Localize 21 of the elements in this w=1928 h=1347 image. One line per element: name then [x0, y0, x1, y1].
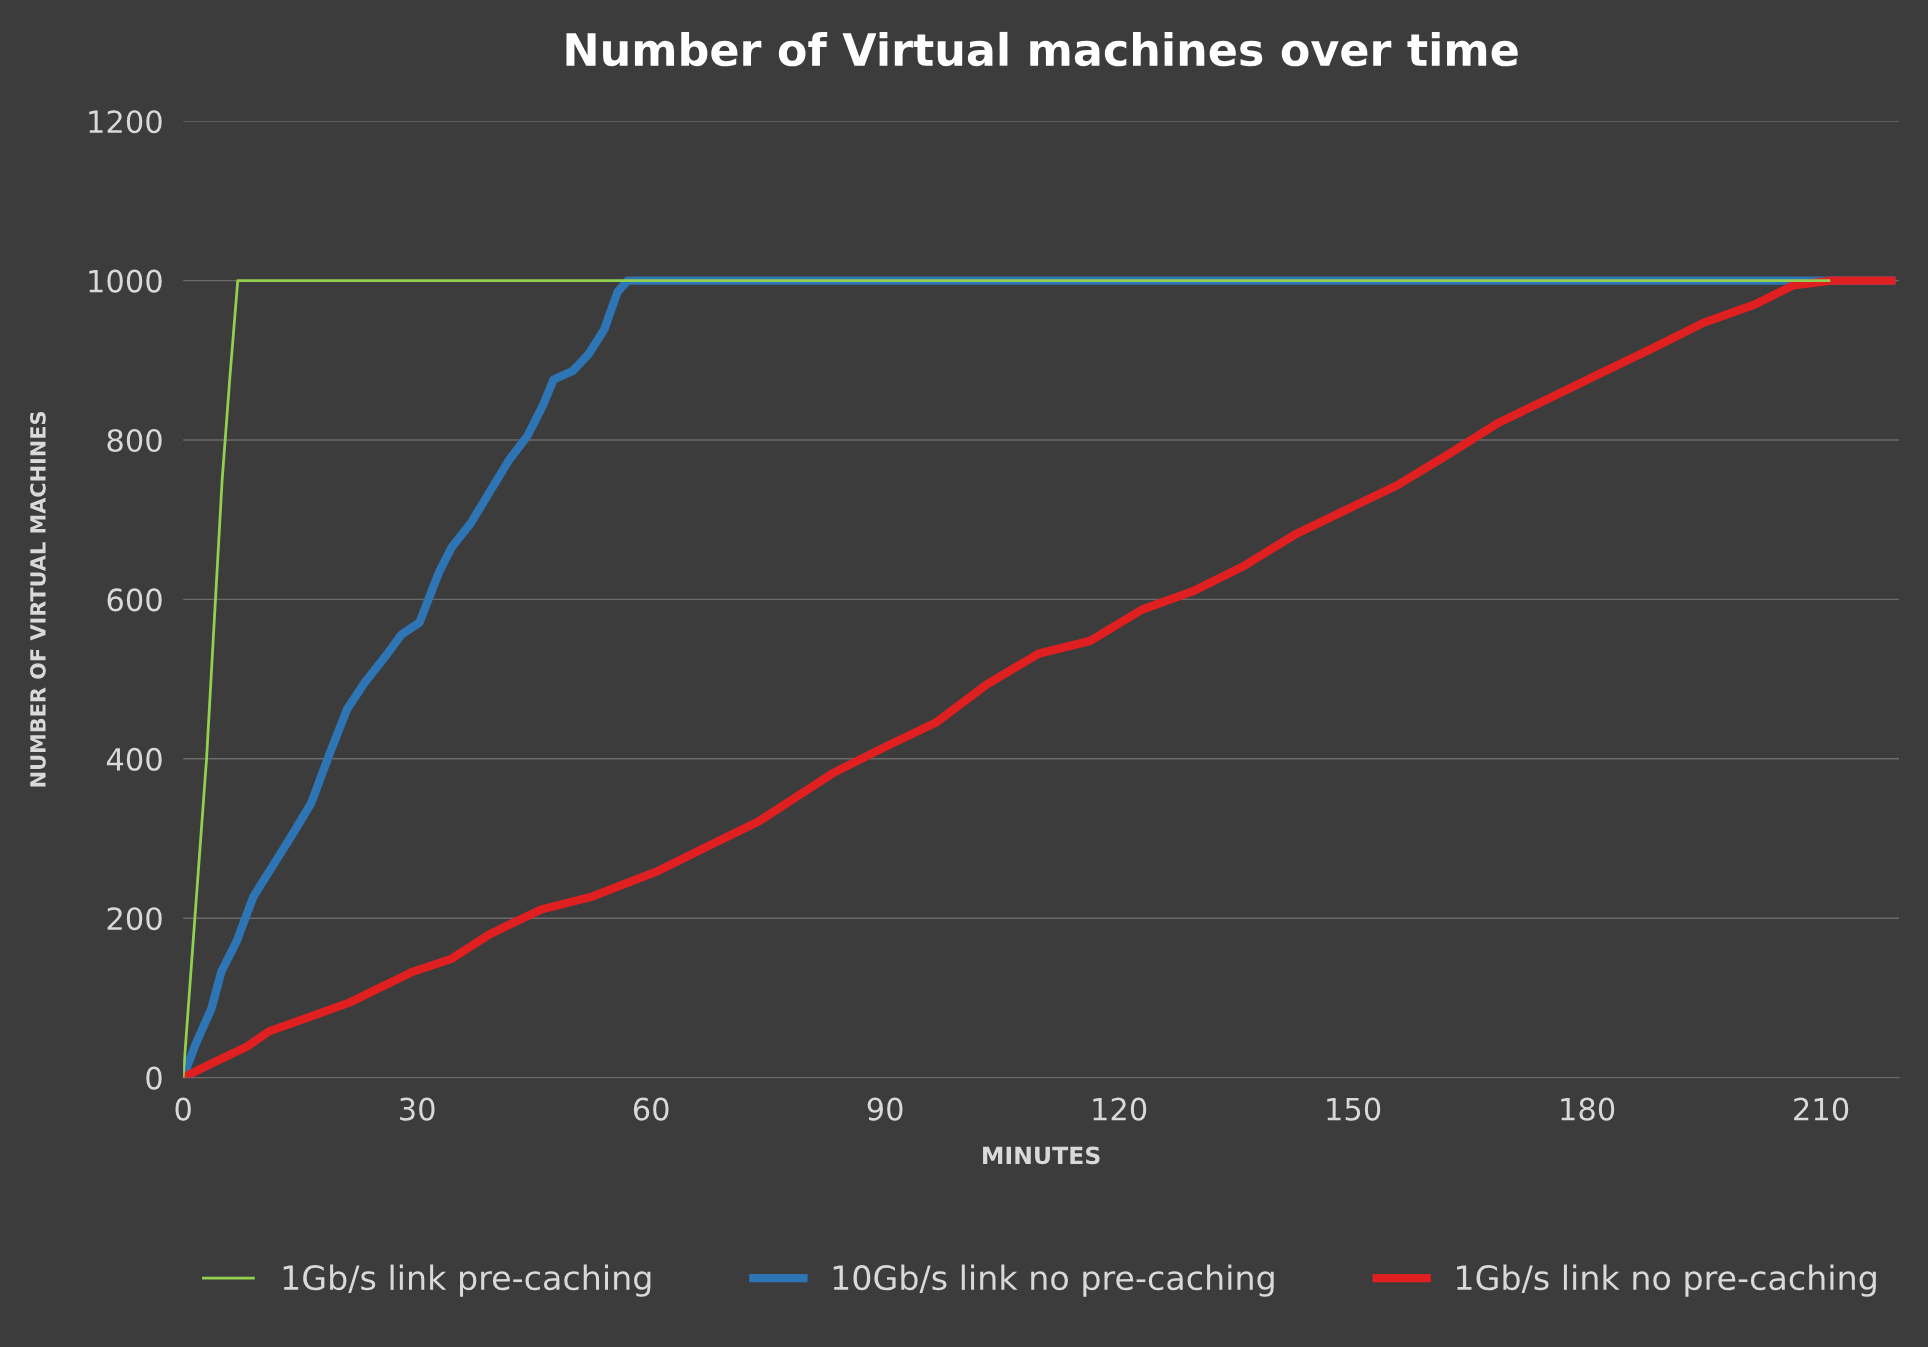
y-tick-label: 0: [146, 1066, 162, 1090]
y-tick-label: 200: [107, 907, 162, 931]
y-axis-title: NUMBER OF VIRTUAL MACHINES: [30, 412, 46, 787]
x-tick-label: 150: [1327, 1097, 1381, 1121]
legend-label: 1Gb/s link pre-caching: [283, 1264, 651, 1297]
y-tick-label: 400: [106, 747, 162, 771]
y-tick-label: 1000: [89, 269, 162, 293]
legend-label: 10Gb/s link no pre-caching: [833, 1264, 1274, 1297]
x-tick-label: 120: [1093, 1097, 1147, 1121]
x-tick-label: 0: [175, 1097, 191, 1121]
x-tick-label: 90: [867, 1097, 903, 1121]
x-tick-label: 210: [1794, 1097, 1849, 1121]
x-axis-title: MINUTES: [983, 1146, 1100, 1165]
y-tick-label: 800: [107, 428, 162, 453]
x-tick-label: 180: [1561, 1097, 1615, 1121]
y-tick-label: 600: [107, 588, 162, 612]
legend-label: 1Gb/s link no pre-caching: [1457, 1264, 1876, 1297]
x-tick-label: 60: [633, 1097, 669, 1121]
chart-title: Number of Virtual machines over time: [566, 31, 1518, 67]
y-tick-label: 1200: [89, 110, 162, 134]
x-tick-label: 30: [400, 1097, 435, 1121]
